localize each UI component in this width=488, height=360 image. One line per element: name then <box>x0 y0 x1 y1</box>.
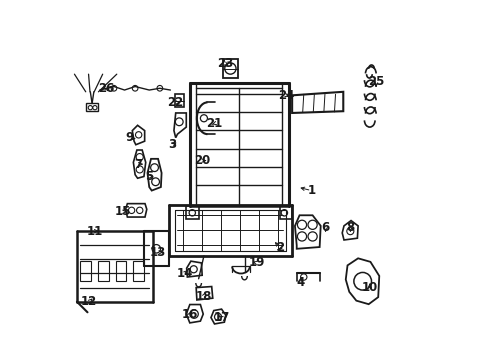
Text: 26: 26 <box>98 82 114 95</box>
Text: 13: 13 <box>150 246 166 259</box>
Text: 12: 12 <box>81 295 97 308</box>
Circle shape <box>132 85 138 91</box>
Text: 21: 21 <box>206 117 222 130</box>
Text: 7: 7 <box>134 158 142 171</box>
Text: 5: 5 <box>145 170 153 183</box>
Bar <box>175 94 183 107</box>
Text: 24: 24 <box>277 89 294 102</box>
Bar <box>81 261 91 280</box>
Text: 6: 6 <box>321 221 329 234</box>
Text: 11: 11 <box>86 225 102 238</box>
Text: 18: 18 <box>195 290 212 303</box>
Text: 20: 20 <box>194 154 210 167</box>
Bar <box>222 59 238 78</box>
Bar <box>98 261 108 280</box>
Bar <box>133 261 143 280</box>
Text: 3: 3 <box>168 138 176 151</box>
Text: 23: 23 <box>217 57 233 70</box>
Text: 1: 1 <box>307 184 315 197</box>
Text: 22: 22 <box>167 96 183 109</box>
Text: 14: 14 <box>176 267 192 280</box>
Text: 10: 10 <box>361 281 377 294</box>
Bar <box>85 103 98 111</box>
Text: 17: 17 <box>213 311 229 324</box>
Text: 16: 16 <box>181 307 198 320</box>
Text: 25: 25 <box>367 75 384 88</box>
Text: 4: 4 <box>296 276 305 289</box>
Text: 15: 15 <box>114 205 131 218</box>
Text: 2: 2 <box>275 240 283 253</box>
Circle shape <box>157 85 163 91</box>
Circle shape <box>111 85 117 91</box>
Text: 8: 8 <box>346 221 354 234</box>
Text: 19: 19 <box>248 256 264 269</box>
Text: 9: 9 <box>125 131 134 144</box>
Bar <box>116 261 126 280</box>
